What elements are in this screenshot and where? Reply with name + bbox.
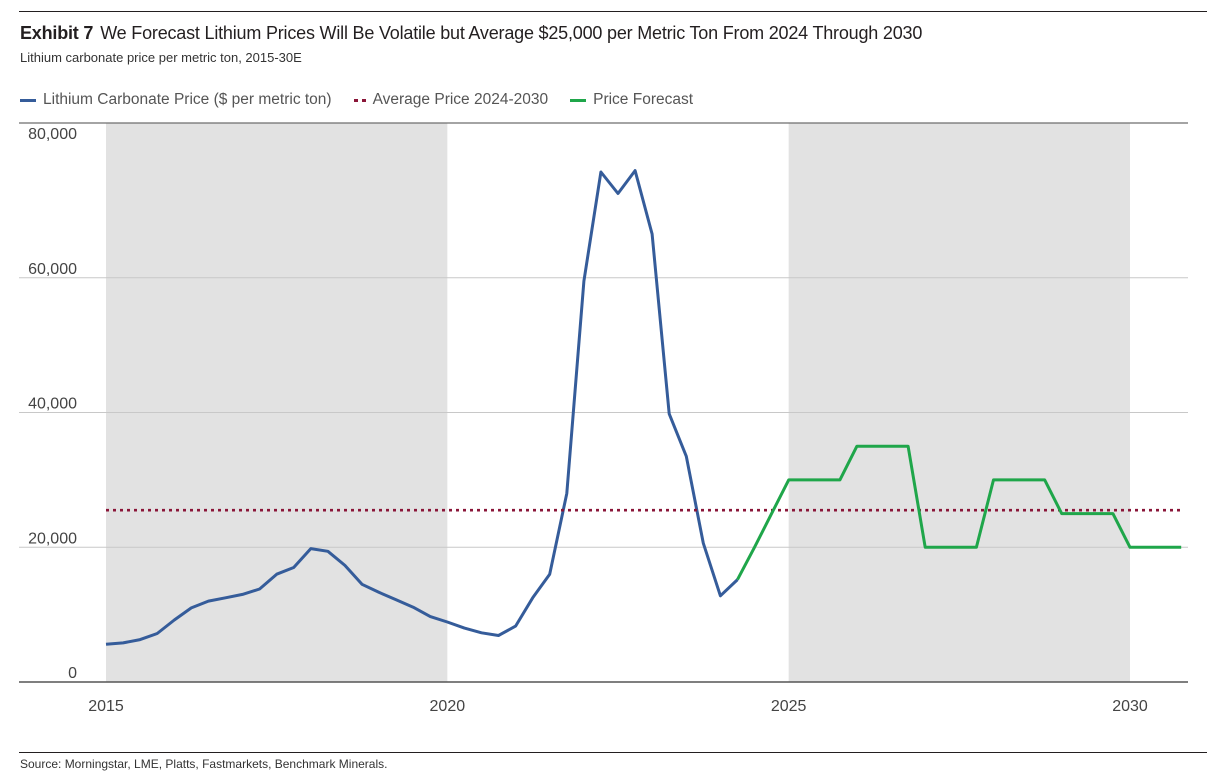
y-tick-label: 0 (68, 665, 77, 682)
series-line-historical (105, 169, 739, 646)
chart-legend: Lithium Carbonate Price ($ per metric to… (20, 91, 715, 109)
legend-swatch-average (353, 98, 366, 102)
legend-label-forecast: Price Forecast (593, 91, 694, 108)
chart-title: Exhibit 7 We Forecast Lithium Prices Will… (20, 23, 922, 44)
legend-item-historical: Lithium Carbonate Price ($ per metric to… (20, 91, 332, 109)
legend-item-forecast: Price Forecast (570, 91, 693, 109)
title-text: We Forecast Lithium Prices Will Be Volat… (100, 23, 923, 43)
bottom-rule (19, 752, 1207, 753)
chart-subtitle: Lithium carbonate price per metric ton, … (20, 50, 302, 65)
exhibit-label: Exhibit 7 (20, 23, 94, 43)
source-note: Source: Morningstar, LME, Platts, Fastma… (20, 757, 388, 771)
series-line-forecast (736, 444, 1182, 581)
x-tick-label: 2020 (430, 698, 466, 715)
x-tick-label: 2030 (1112, 698, 1148, 715)
legend-swatch-forecast (570, 98, 587, 102)
top-rule (19, 11, 1207, 12)
x-tick-label: 2025 (771, 698, 807, 715)
legend-label-average: Average Price 2024-2030 (372, 91, 549, 108)
y-tick-label: 20,000 (28, 530, 77, 547)
y-tick-label: 40,000 (28, 396, 77, 413)
legend-swatch-historical (20, 98, 36, 102)
shaded-band-0 (106, 123, 448, 682)
y-tick-label: 80,000 (28, 126, 77, 143)
y-tick-label: 60,000 (28, 261, 77, 278)
legend-item-average: Average Price 2024-2030 (353, 91, 549, 109)
x-tick-label: 2015 (88, 698, 124, 715)
shaded-band-1 (788, 123, 1130, 682)
legend-label-historical: Lithium Carbonate Price ($ per metric to… (43, 91, 332, 108)
